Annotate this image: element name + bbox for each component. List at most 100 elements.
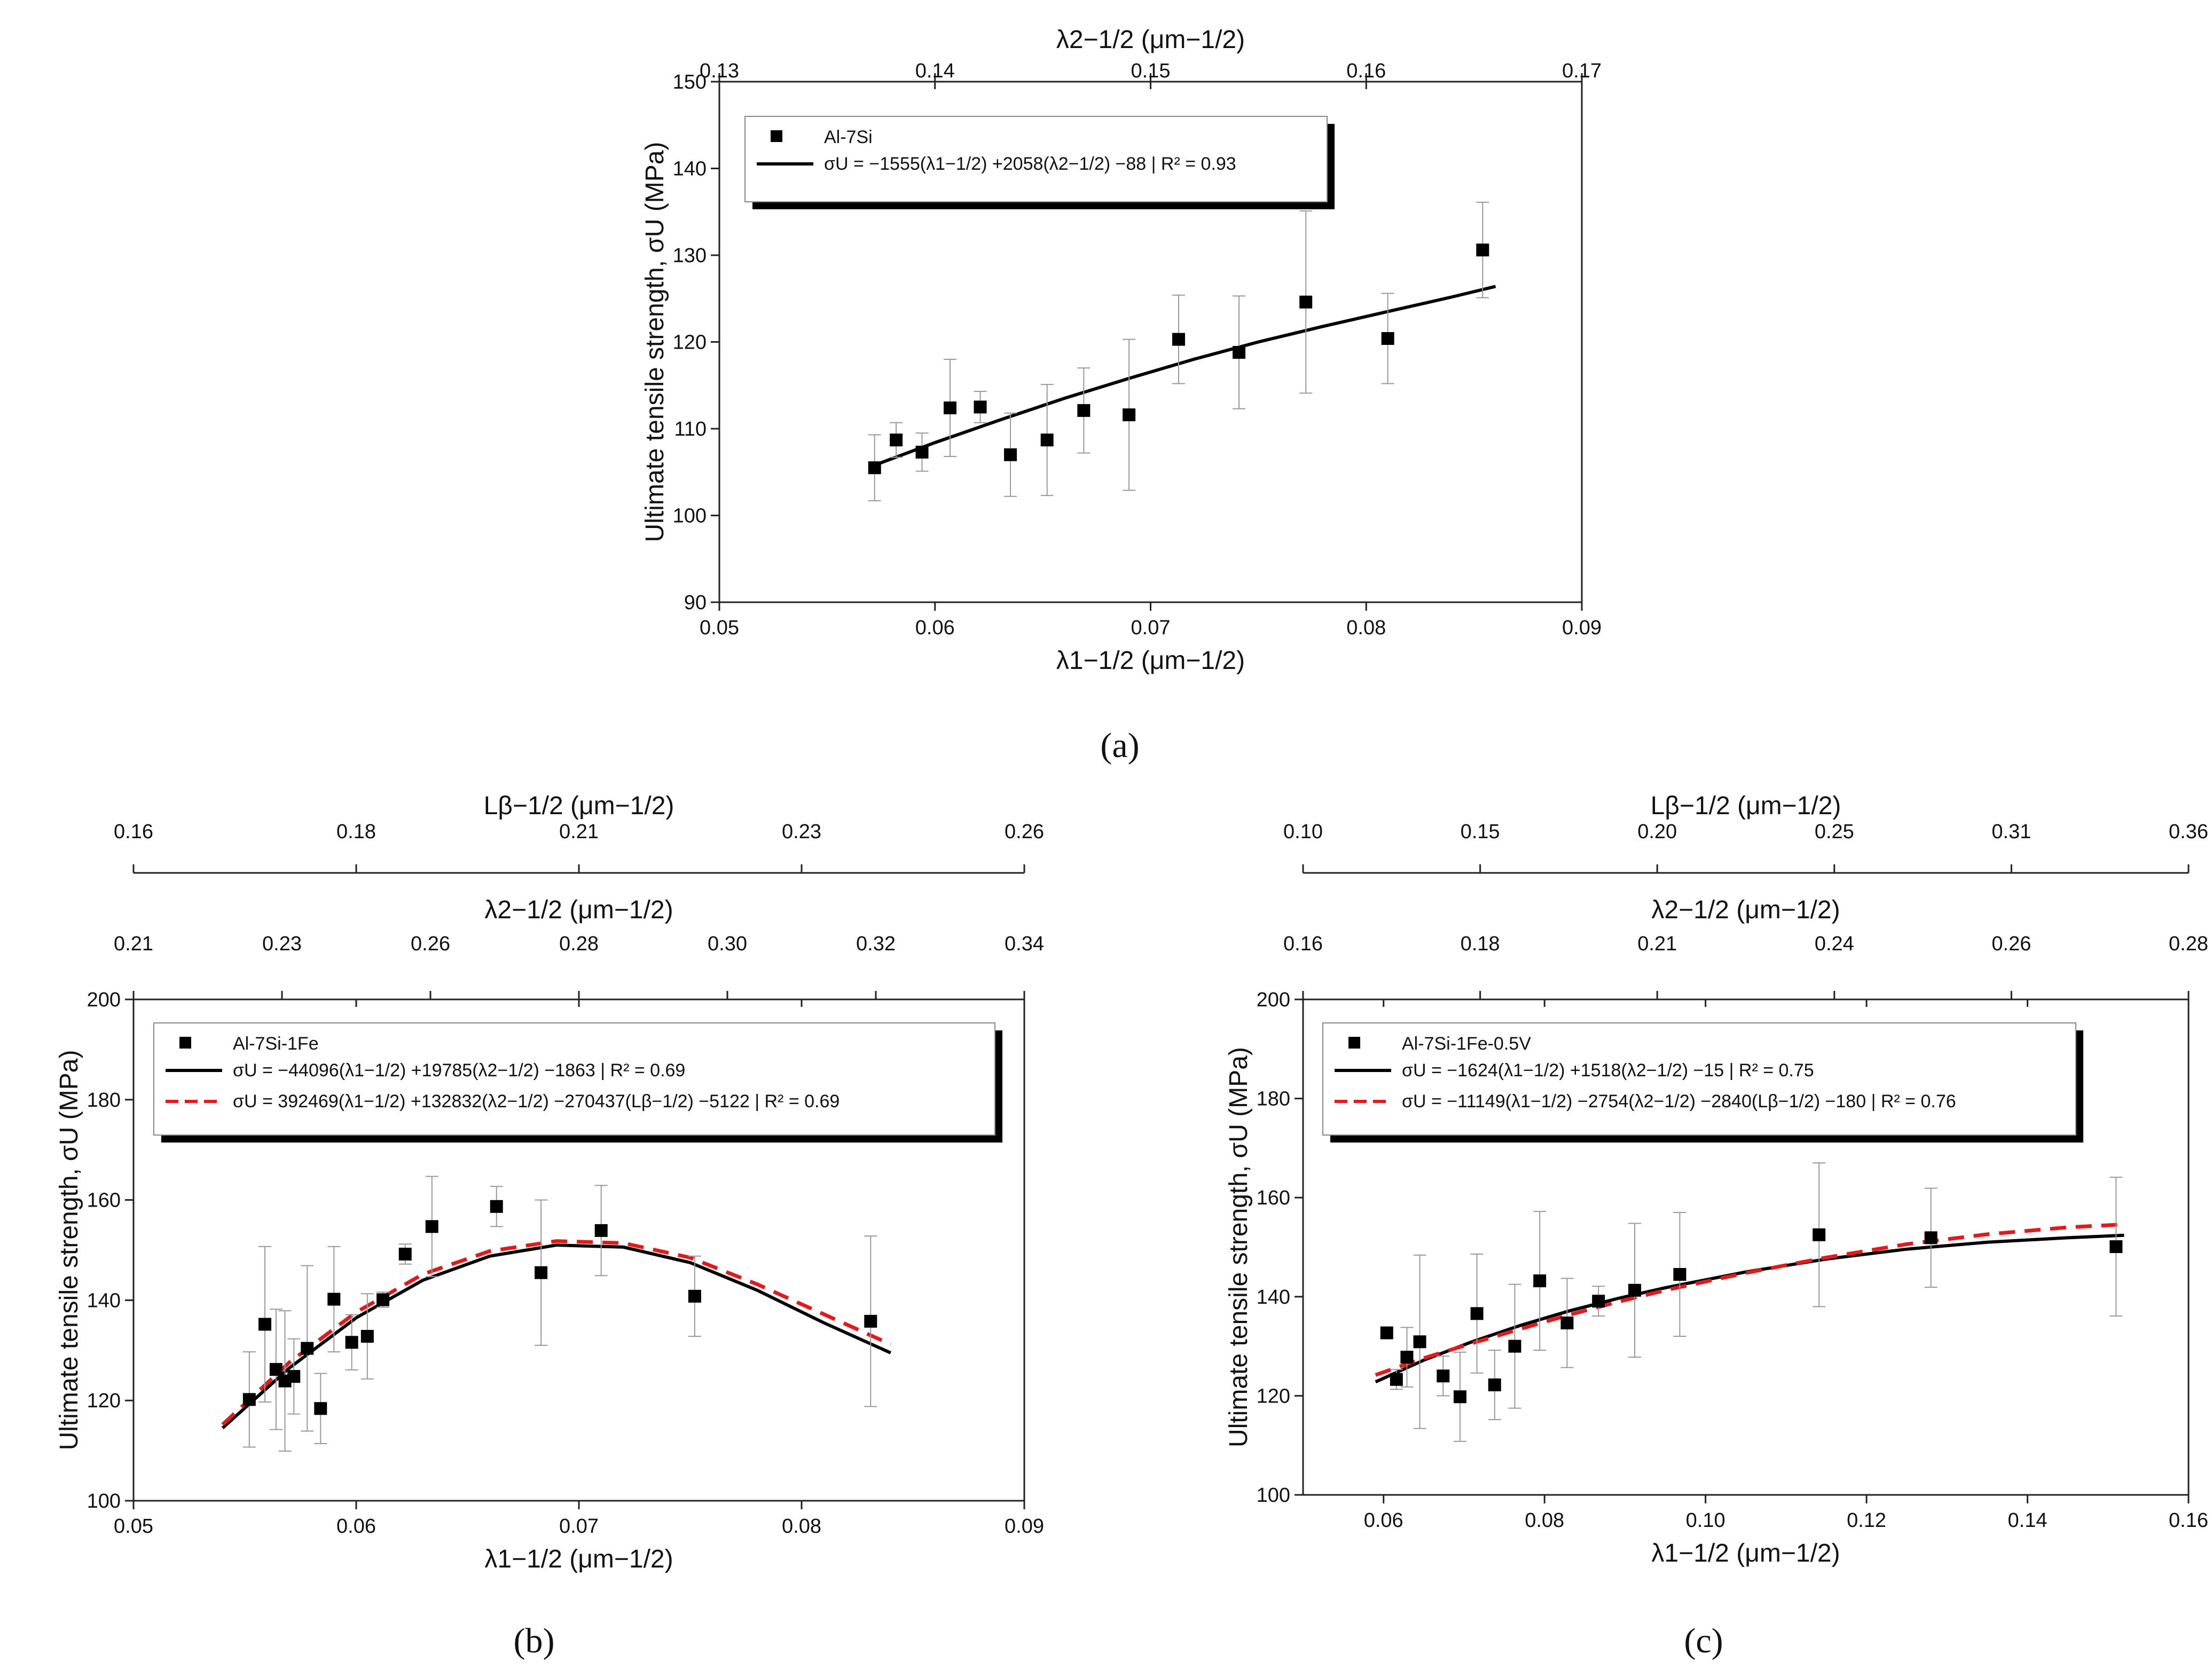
top-axis-tick-label: 0.16 bbox=[1283, 933, 1323, 955]
top-axis-1: 0.13 0.14 0.15 0.16 0.17 λ2−1/2 (μm−1/2) bbox=[700, 26, 1602, 82]
data-point bbox=[314, 1402, 327, 1415]
legend-box bbox=[1322, 1022, 2076, 1136]
top-axis-tick-label: 0.30 bbox=[708, 933, 747, 955]
plot-frame bbox=[1302, 998, 2190, 1496]
top-axis-tick-label: 0.26 bbox=[1991, 933, 2031, 955]
legend: Al-7Si-1Fe-0.5V σU = −1624(λ1−1/2) +1518(… bbox=[1322, 1022, 2083, 1143]
y-tick-label: 120 bbox=[1257, 1385, 1290, 1407]
chart-panel-b: 0.05 0.06 0.07 0.08 0.09 100 120 140 160 180 200 λ1… bbox=[55, 792, 1044, 1660]
legend-title: Al-7Si-1Fe-0.5V bbox=[1402, 1034, 1531, 1054]
data-point bbox=[594, 1224, 608, 1237]
legend-entry: σU = −1555(λ1−1/2) +2058(λ2−1/2) −88 | R… bbox=[824, 154, 1236, 174]
legend-entry: σU = 392469(λ1−1/2) +132832(λ2−1/2) −270… bbox=[233, 1091, 840, 1112]
top-axis-tick-label: 0.21 bbox=[114, 933, 153, 955]
top-axis-tick-label: 0.20 bbox=[1637, 821, 1677, 843]
legend-entry: σU = −1624(λ1−1/2) +1518(λ2−1/2) −15 | R… bbox=[1402, 1060, 1814, 1081]
top-axis-title: λ2−1/2 (μm−1/2) bbox=[484, 896, 673, 924]
data-point bbox=[287, 1370, 301, 1383]
y-tick-label: 160 bbox=[87, 1189, 121, 1212]
top-axis-tick-label: 0.16 bbox=[1346, 60, 1386, 82]
y-tick-label: 100 bbox=[673, 505, 707, 527]
top-axis-tick-label: 0.28 bbox=[559, 933, 599, 955]
y-tick-label: 130 bbox=[673, 245, 707, 267]
data-point bbox=[269, 1362, 283, 1376]
x-tick-label: 0.14 bbox=[2008, 1509, 2048, 1532]
data-point bbox=[242, 1393, 256, 1406]
top-axis-tick-label: 0.21 bbox=[559, 821, 599, 843]
y-tick-label: 150 bbox=[673, 71, 707, 93]
data-point bbox=[301, 1342, 314, 1355]
legend-marker-icon bbox=[1348, 1037, 1360, 1049]
top-axis-tick-label: 0.36 bbox=[2169, 821, 2208, 843]
data-point bbox=[1592, 1295, 1605, 1308]
x-tick-label: 0.06 bbox=[915, 617, 955, 639]
data-point bbox=[944, 401, 957, 414]
top-axis-2: 0.16 0.18 0.21 0.23 0.26 Lβ−1/2 (μm−1/2) bbox=[114, 792, 1044, 874]
y-tick-label: 90 bbox=[684, 592, 707, 614]
top-axis-title: Lβ−1/2 (μm−1/2) bbox=[484, 792, 674, 820]
data-point bbox=[1413, 1335, 1426, 1349]
data-point bbox=[1004, 448, 1017, 461]
data-point bbox=[868, 461, 881, 475]
x-tick-label: 0.08 bbox=[1525, 1509, 1564, 1532]
y-tick-label: 180 bbox=[87, 1089, 121, 1112]
top-axis-tick-label: 0.34 bbox=[1005, 933, 1044, 955]
data-point bbox=[327, 1293, 341, 1306]
top-axis-tick-label: 0.18 bbox=[336, 821, 376, 843]
data-point bbox=[974, 400, 987, 414]
data-point bbox=[1380, 1326, 1393, 1340]
y-tick-label: 140 bbox=[1257, 1286, 1290, 1309]
data-point bbox=[535, 1266, 548, 1279]
x-axis-title: λ1−1/2 (μm−1/2) bbox=[1651, 1539, 1840, 1567]
y-tick-label: 110 bbox=[674, 418, 707, 440]
y-tick-label: 100 bbox=[1257, 1484, 1290, 1507]
top-axis-title: λ2−1/2 (μm−1/2) bbox=[1056, 26, 1245, 54]
data-point bbox=[1628, 1283, 1641, 1297]
top-axis-tick-label: 0.14 bbox=[915, 60, 955, 82]
top-axis-tick-label: 0.26 bbox=[411, 933, 450, 955]
legend-title: Al-7Si-1Fe bbox=[233, 1034, 319, 1054]
legend: Al-7Si σU = −1555(λ1−1/2) +2058(λ2−1/2) −… bbox=[744, 116, 1335, 209]
x-tick-label: 0.16 bbox=[2169, 1509, 2208, 1532]
data-point bbox=[345, 1336, 358, 1349]
top-axis-tick-label: 0.21 bbox=[1637, 933, 1677, 955]
data-point bbox=[1381, 332, 1394, 345]
x-axis-title: λ1−1/2 (μm−1/2) bbox=[1056, 647, 1245, 675]
top-axis-tick-label: 0.18 bbox=[1461, 933, 1500, 955]
legend-marker-icon bbox=[771, 130, 782, 142]
fit-line-fit bbox=[1375, 1233, 2124, 1384]
data-point bbox=[1813, 1228, 1826, 1241]
y-tick-label: 120 bbox=[87, 1390, 121, 1412]
x-tick-label: 0.10 bbox=[1686, 1509, 1725, 1532]
x-tick-label: 0.09 bbox=[1562, 617, 1602, 639]
top-axis-tick-label: 0.10 bbox=[1283, 821, 1323, 843]
data-point bbox=[864, 1314, 877, 1328]
legend-entry: σU = −11149(λ1−1/2) −2754(λ2−1/2) −2840(… bbox=[1402, 1091, 1956, 1112]
fit-line-fit-beta bbox=[221, 1239, 892, 1426]
x-tick-label: 0.06 bbox=[336, 1515, 376, 1538]
top-axis-2: 0.10 0.15 0.20 0.25 0.31 0.36 Lβ−1/2 (μm−1/2) bbox=[1283, 792, 2208, 874]
y-tick-label: 160 bbox=[1257, 1187, 1290, 1209]
top-axis-tick-label: 0.25 bbox=[1815, 821, 1854, 843]
top-axis-tick-label: 0.31 bbox=[1991, 821, 2031, 843]
top-axis-tick-label: 0.23 bbox=[782, 821, 821, 843]
x-tick-label: 0.07 bbox=[559, 1515, 599, 1538]
data-point bbox=[2109, 1240, 2123, 1254]
legend-title: Al-7Si bbox=[824, 127, 873, 147]
legend-box bbox=[744, 116, 1328, 202]
top-axis-title: Lβ−1/2 (μm−1/2) bbox=[1651, 792, 1841, 820]
top-axis-tick-label: 0.23 bbox=[262, 933, 302, 955]
data-point bbox=[1533, 1274, 1547, 1288]
data-point bbox=[1400, 1351, 1414, 1364]
legend-box bbox=[153, 1022, 995, 1136]
top-axis-tick-label: 0.16 bbox=[114, 821, 153, 843]
top-axis-tick-label: 0.13 bbox=[700, 60, 739, 82]
data-point bbox=[1924, 1231, 1938, 1244]
y-tick-label: 200 bbox=[1257, 989, 1290, 1011]
y-tick-label: 100 bbox=[87, 1490, 121, 1512]
data-point bbox=[890, 434, 903, 447]
legend-marker-icon bbox=[179, 1037, 191, 1049]
x-tick-label: 0.09 bbox=[1005, 1515, 1044, 1538]
x-tick-label: 0.05 bbox=[114, 1515, 153, 1538]
top-axis-1: 0.21 0.23 0.26 0.28 0.30 0.32 0.34 λ2−1/2 (μm−1… bbox=[114, 896, 1044, 999]
